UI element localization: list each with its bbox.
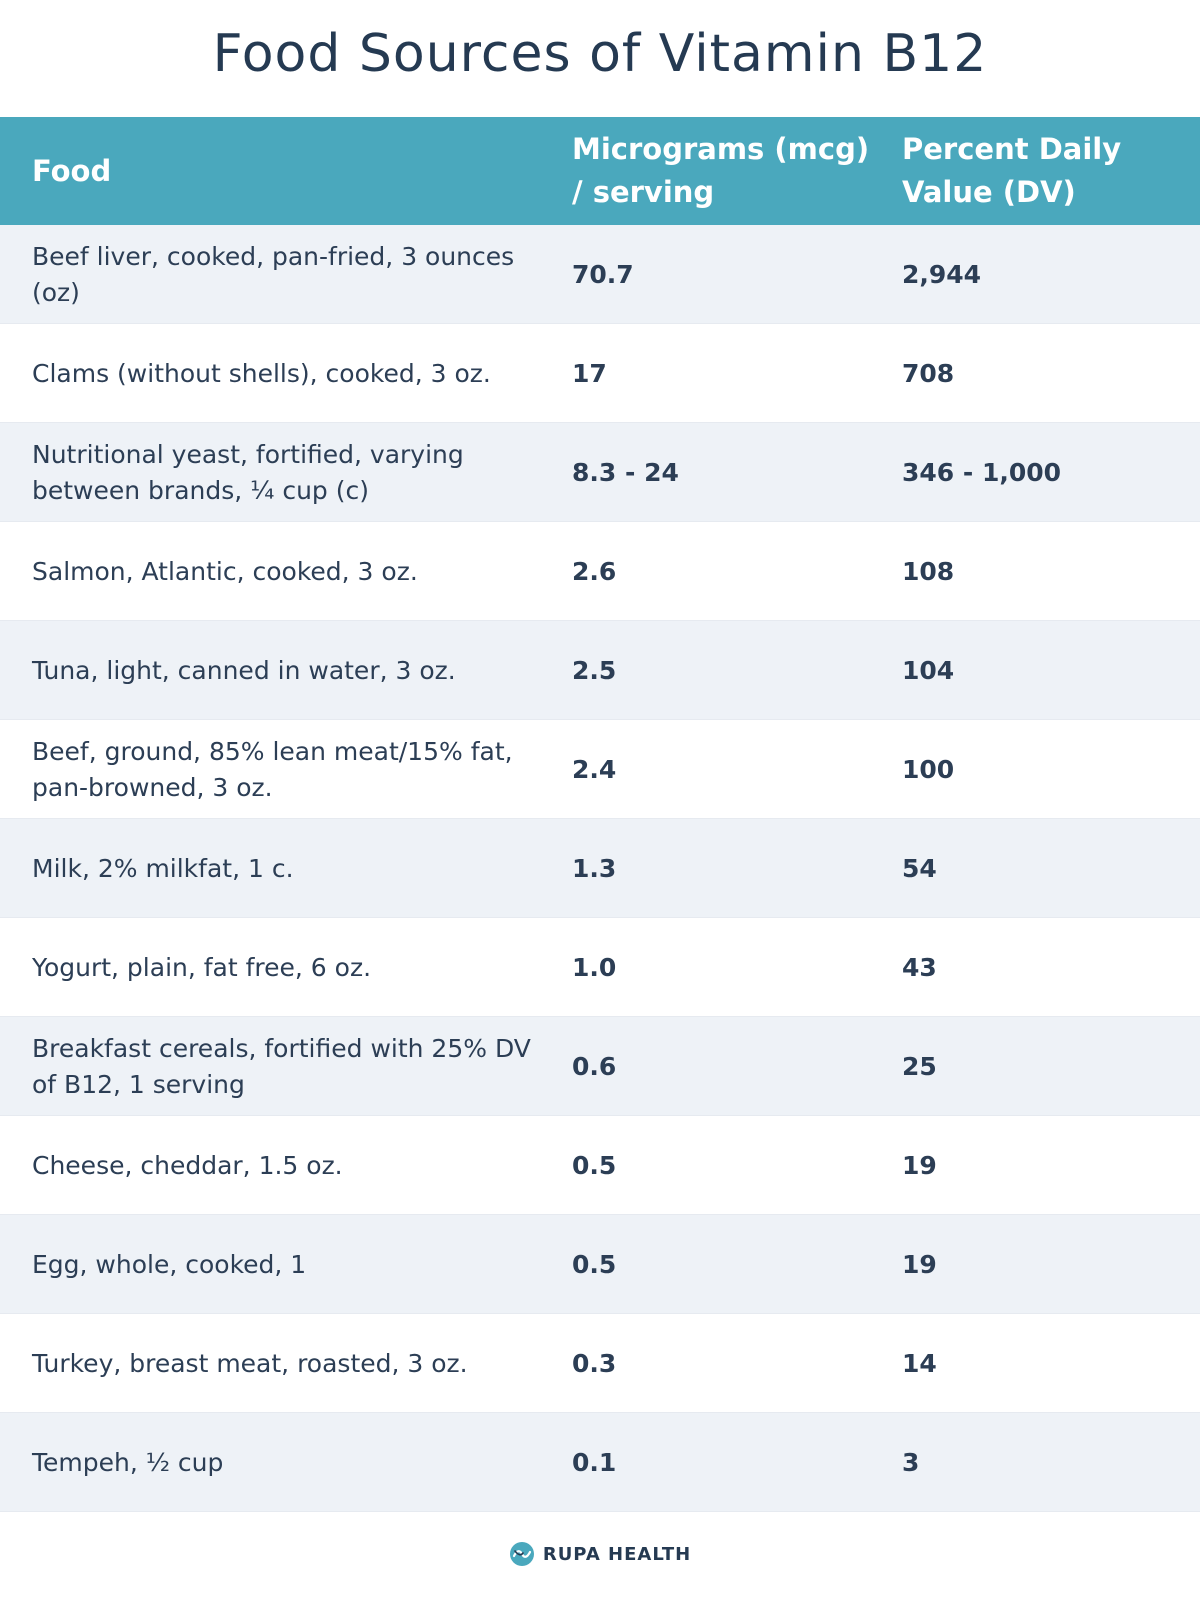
cell-micrograms: 0.3 (572, 1348, 617, 1378)
table-row: Breakfast cereals, fortified with 25% DV… (0, 1017, 1200, 1116)
cell-micrograms: 0.5 (572, 1150, 617, 1180)
table-row: Yogurt, plain, fat free, 6 oz. 1.0 43 (0, 918, 1200, 1017)
brand-logo: RUPA HEALTH (509, 1541, 691, 1567)
table-row: Salmon, Atlantic, cooked, 3 oz. 2.6 108 (0, 522, 1200, 621)
table-header: Food Micrograms (mcg) / serving Percent … (0, 117, 1200, 225)
cell-food: Egg, whole, cooked, 1 (32, 1249, 307, 1279)
cell-micrograms: 2.6 (572, 556, 617, 586)
vitamin-b12-table: Food Micrograms (mcg) / serving Percent … (0, 117, 1200, 1512)
table-row: Turkey, breast meat, roasted, 3 oz. 0.3 14 (0, 1314, 1200, 1413)
cell-percent-dv: 346 - 1,000 (902, 457, 1062, 487)
cell-percent-dv: 54 (902, 853, 937, 883)
column-header-micrograms: Micrograms (mcg) / serving (572, 132, 870, 209)
cell-percent-dv: 14 (902, 1348, 937, 1378)
cell-food: Tempeh, ½ cup (32, 1447, 224, 1477)
cell-micrograms: 8.3 - 24 (572, 457, 679, 487)
table-row: Tuna, light, canned in water, 3 oz. 2.5 10… (0, 621, 1200, 720)
cell-percent-dv: 708 (902, 358, 955, 388)
cell-micrograms: 70.7 (572, 259, 634, 289)
cell-food: Clams (without shells), cooked, 3 oz. (32, 358, 491, 388)
table-row: Clams (without shells), cooked, 3 oz. 17 7… (0, 324, 1200, 423)
cell-percent-dv: 3 (902, 1447, 920, 1477)
table-row: Egg, whole, cooked, 1 0.5 19 (0, 1215, 1200, 1314)
cell-micrograms: 1.0 (572, 952, 617, 982)
cell-percent-dv: 43 (902, 952, 937, 982)
cell-percent-dv: 19 (902, 1150, 937, 1180)
table-row: Milk, 2% milkfat, 1 c. 1.3 54 (0, 819, 1200, 918)
column-header-food: Food (32, 153, 112, 188)
cell-micrograms: 1.3 (572, 853, 617, 883)
cell-micrograms: 2.4 (572, 754, 617, 784)
cell-percent-dv: 25 (902, 1051, 937, 1081)
table-row: Beef liver, cooked, pan-fried, 3 ounces … (0, 225, 1200, 324)
cell-micrograms: 0.5 (572, 1249, 617, 1279)
cell-food: Beef liver, cooked, pan-fried, 3 ounces … (32, 241, 515, 307)
cell-food: Cheese, cheddar, 1.5 oz. (32, 1150, 343, 1180)
cell-micrograms: 0.6 (572, 1051, 617, 1081)
cell-food: Salmon, Atlantic, cooked, 3 oz. (32, 556, 418, 586)
table-row: Cheese, cheddar, 1.5 oz. 0.5 19 (0, 1116, 1200, 1215)
table-row: Tempeh, ½ cup 0.1 3 (0, 1413, 1200, 1512)
cell-food: Tuna, light, canned in water, 3 oz. (32, 655, 456, 685)
cell-food: Breakfast cereals, fortified with 25% DV… (32, 1033, 531, 1099)
cell-micrograms: 2.5 (572, 655, 617, 685)
cell-percent-dv: 104 (902, 655, 955, 685)
table-row: Nutritional yeast, fortified, varying be… (0, 423, 1200, 522)
table-row: Beef, ground, 85% lean meat/15% fat, pan… (0, 720, 1200, 819)
cell-percent-dv: 100 (902, 754, 955, 784)
page-title: Food Sources of Vitamin B12 (212, 24, 988, 84)
footer: RUPA HEALTH (0, 1527, 1200, 1605)
cell-micrograms: 0.1 (572, 1447, 617, 1477)
cell-food: Milk, 2% milkfat, 1 c. (32, 853, 294, 883)
cell-food: Turkey, breast meat, roasted, 3 oz. (32, 1348, 468, 1378)
column-header-percent-dv: Percent Daily Value (DV) (902, 132, 1122, 209)
cell-food: Yogurt, plain, fat free, 6 oz. (32, 952, 372, 982)
cell-food: Nutritional yeast, fortified, varying be… (32, 439, 464, 505)
cell-percent-dv: 108 (902, 556, 955, 586)
cell-micrograms: 17 (572, 358, 607, 388)
rupa-health-logo-icon (509, 1542, 534, 1566)
cell-percent-dv: 19 (902, 1249, 937, 1279)
table-body: Beef liver, cooked, pan-fried, 3 ounces … (0, 225, 1200, 1512)
cell-food: Beef, ground, 85% lean meat/15% fat, pan… (32, 736, 513, 802)
cell-percent-dv: 2,944 (902, 259, 982, 289)
brand-name: RUPA HEALTH (542, 1543, 692, 1565)
